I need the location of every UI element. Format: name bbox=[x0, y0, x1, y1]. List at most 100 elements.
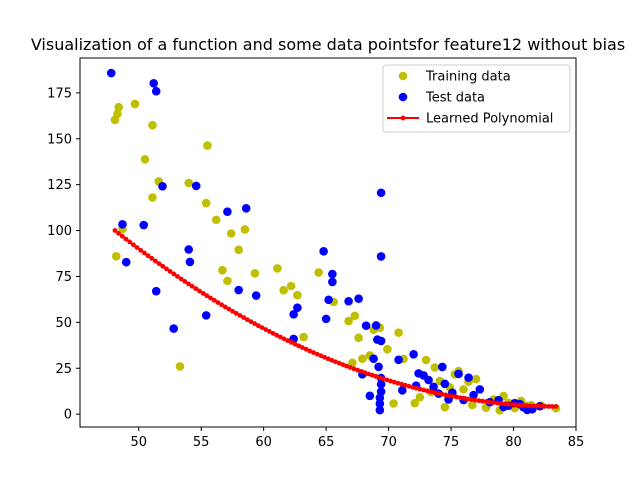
training-data-point-16 bbox=[223, 276, 232, 286]
learned-polynomial-marker-86 bbox=[428, 389, 434, 395]
test-data-point-36 bbox=[375, 405, 385, 415]
y-tick-label-0: 0 bbox=[64, 408, 72, 423]
training-data-point-38 bbox=[394, 328, 403, 337]
learned-polynomial-marker-84 bbox=[421, 387, 427, 393]
legend-swatch-test-data bbox=[398, 92, 408, 102]
test-data-point-3 bbox=[139, 220, 149, 230]
learned-polynomial-marker-64 bbox=[347, 365, 353, 370]
learned-polynomial-marker-92 bbox=[450, 393, 456, 399]
training-data-point-25 bbox=[299, 332, 308, 342]
test-data-point-7 bbox=[158, 182, 167, 191]
learned-polynomial-marker-57 bbox=[322, 354, 327, 360]
test-data-point-23 bbox=[328, 269, 337, 279]
learned-polynomial-marker-18 bbox=[178, 276, 184, 282]
x-tick-label-65: 65 bbox=[318, 435, 335, 450]
test-data-point-50 bbox=[429, 382, 438, 392]
training-data-point-21 bbox=[273, 264, 282, 273]
training-data-point-17 bbox=[226, 229, 236, 238]
learned-polynomial-marker-3 bbox=[123, 236, 129, 242]
training-data-point-24 bbox=[293, 290, 302, 300]
y-tick-label-25: 25 bbox=[55, 362, 72, 377]
learned-polynomial-marker-39 bbox=[255, 323, 261, 329]
learned-polynomial-marker-72 bbox=[377, 375, 382, 381]
training-data-point-7 bbox=[148, 120, 157, 130]
test-data-point-39 bbox=[376, 336, 386, 346]
test-data-point-20 bbox=[319, 247, 328, 256]
learned-polynomial-marker-85 bbox=[424, 388, 430, 394]
learned-polynomial-marker-34 bbox=[237, 313, 243, 318]
x-tick-label-85: 85 bbox=[568, 435, 585, 450]
test-data-point-26 bbox=[354, 294, 363, 303]
x-tick-label-50: 50 bbox=[130, 435, 147, 450]
training-data-point-22 bbox=[279, 285, 288, 295]
learned-polynomial-marker-11 bbox=[153, 258, 158, 264]
plot-frame bbox=[79, 57, 577, 428]
legend-label-learned-polynomial: Learned Polynomial bbox=[426, 112, 553, 127]
learned-polynomial-marker-13 bbox=[160, 263, 166, 269]
y-tick-label-150: 150 bbox=[47, 132, 72, 147]
training-data-point-1 bbox=[113, 109, 122, 119]
learned-polynomial-marker-30 bbox=[222, 304, 228, 310]
learned-polynomial-marker-104 bbox=[494, 400, 500, 406]
training-data-point-5 bbox=[130, 99, 140, 109]
test-data-point-58 bbox=[464, 373, 473, 382]
learned-polynomial-marker-63 bbox=[344, 363, 349, 369]
legend-label-test-data: Test data bbox=[425, 91, 485, 106]
learned-polynomial-marker-37 bbox=[248, 319, 254, 325]
learned-polynomial-marker-1 bbox=[116, 230, 122, 236]
test-data-point-52 bbox=[438, 362, 447, 372]
learned-polynomial-marker-95 bbox=[461, 395, 467, 401]
learned-polynomial-marker-74 bbox=[384, 377, 390, 383]
learned-polynomial-marker-50 bbox=[296, 343, 302, 349]
test-data-point-5 bbox=[151, 86, 161, 96]
test-data-point-8 bbox=[169, 324, 178, 333]
y-tick-label-175: 175 bbox=[47, 86, 72, 101]
learned-polynomial-marker-98 bbox=[472, 397, 478, 403]
test-data-point-45 bbox=[409, 350, 418, 359]
test-data-point-56 bbox=[454, 369, 463, 379]
legend-swatch-training-data bbox=[398, 71, 408, 81]
training-data-point-42 bbox=[421, 355, 431, 365]
training-data-point-41 bbox=[415, 392, 425, 402]
learned-polynomial-marker-91 bbox=[447, 393, 452, 399]
learned-polynomial-marker-120 bbox=[553, 404, 559, 409]
learned-polynomial-marker-36 bbox=[244, 317, 250, 323]
learned-polynomial-marker-96 bbox=[465, 396, 471, 402]
test-data-point-21 bbox=[321, 314, 331, 324]
training-data-point-28 bbox=[344, 316, 353, 326]
learned-polynomial-marker-58 bbox=[325, 356, 331, 362]
learned-polynomial-marker-100 bbox=[480, 398, 485, 404]
test-data-point-9 bbox=[184, 245, 193, 254]
training-data-point-23 bbox=[286, 281, 296, 291]
x-tick-label-75: 75 bbox=[443, 435, 460, 450]
learned-polynomial-marker-6 bbox=[134, 245, 140, 250]
learned-polynomial-marker-79 bbox=[402, 382, 408, 388]
learned-polynomial-marker-59 bbox=[329, 357, 335, 363]
learned-polynomial-marker-49 bbox=[292, 341, 298, 347]
learned-polynomial-marker-0 bbox=[112, 228, 118, 233]
test-data-point-16 bbox=[251, 291, 261, 300]
learned-polynomial-marker-99 bbox=[476, 398, 482, 404]
test-data-point-0 bbox=[106, 68, 116, 78]
test-data-point-4 bbox=[149, 79, 159, 88]
learned-polynomial-marker-26 bbox=[208, 295, 213, 301]
learned-polynomial-marker-93 bbox=[454, 394, 460, 400]
learned-polynomial-marker-45 bbox=[277, 334, 283, 340]
training-data-point-12 bbox=[203, 141, 212, 150]
test-data-point-28 bbox=[361, 321, 371, 330]
learned-polynomial-marker-101 bbox=[483, 399, 489, 405]
training-data-point-11 bbox=[184, 178, 193, 188]
test-data-point-10 bbox=[185, 257, 195, 267]
learned-polynomial-marker-89 bbox=[439, 391, 445, 397]
test-data-point-13 bbox=[223, 207, 232, 216]
test-data-point-35 bbox=[375, 399, 385, 408]
learned-polynomial-marker-43 bbox=[270, 330, 276, 336]
training-data-point-19 bbox=[240, 225, 250, 234]
learned-polynomial-marker-28 bbox=[215, 300, 221, 305]
learned-polynomial-marker-97 bbox=[469, 397, 474, 402]
learned-polynomial-marker-77 bbox=[395, 380, 401, 386]
learned-polynomial-marker-38 bbox=[252, 321, 258, 327]
learned-polynomial-marker-40 bbox=[259, 325, 265, 330]
learned-polynomial-marker-80 bbox=[406, 383, 412, 389]
